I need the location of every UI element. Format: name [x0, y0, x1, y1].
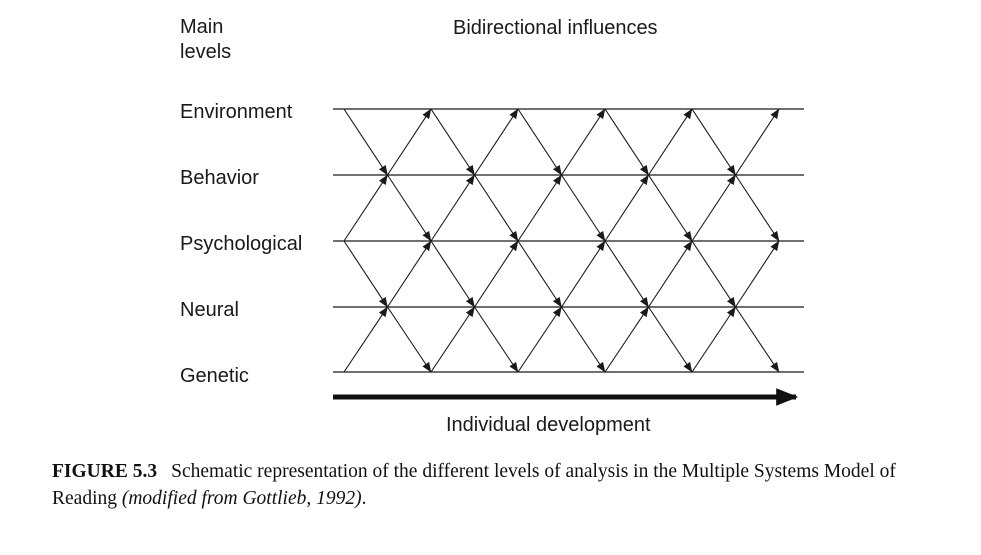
influence-arrow [387, 174, 432, 242]
influence-arrow [735, 174, 780, 242]
figure-number: FIGURE 5.3 [52, 461, 158, 482]
influence-arrow [343, 174, 388, 242]
influence-arrow [430, 174, 475, 242]
influence-arrow [430, 306, 475, 373]
levels-title-line2: levels [180, 41, 232, 63]
influence-arrow [735, 240, 780, 308]
influence-arrow [561, 306, 606, 373]
influence-arrows [343, 108, 780, 373]
level-label-environment: Environment [180, 101, 293, 123]
influence-arrow [735, 306, 780, 373]
influence-arrow [691, 240, 736, 308]
caption-end: . [361, 488, 367, 509]
influence-arrow [691, 108, 736, 176]
influence-arrow [604, 174, 649, 242]
influence-arrow [430, 240, 475, 308]
influence-arrow [561, 108, 606, 176]
influence-arrow [648, 108, 693, 176]
influence-arrow [648, 240, 693, 308]
influence-arrow [430, 108, 475, 176]
level-label-neural: Neural [180, 299, 239, 321]
influence-arrow [604, 306, 649, 373]
influence-arrow [387, 240, 432, 308]
influence-arrow [561, 240, 606, 308]
influence-arrow [474, 306, 519, 373]
level-label-psychological: Psychological [180, 233, 303, 255]
influence-arrow [387, 108, 432, 176]
influence-arrow [517, 240, 562, 308]
influence-arrow [648, 174, 693, 242]
figure-caption: FIGURE 5.3 Schematic representation of th… [52, 458, 952, 512]
caption-reference: (modified from Gottlieb, 1992) [121, 488, 362, 509]
level-lines [333, 108, 804, 373]
influence-arrow [517, 306, 562, 373]
influence-arrow [604, 108, 649, 176]
caption-text: Schematic representation of the differen… [52, 461, 896, 509]
influence-arrow [343, 240, 388, 308]
levels-title-line1: Main [180, 16, 224, 38]
influence-arrow [648, 306, 693, 373]
influence-arrow [517, 108, 562, 176]
influence-arrow [474, 174, 519, 242]
influence-arrow [387, 306, 432, 373]
influence-arrow [604, 240, 649, 308]
influence-arrow [343, 306, 388, 373]
influence-arrow [561, 174, 606, 242]
influences-title: Bidirectional influences [453, 17, 658, 39]
level-label-genetic: Genetic [180, 365, 249, 387]
influence-arrow [517, 174, 562, 242]
individual-development-label: Individual development [446, 414, 651, 436]
influence-arrow [474, 240, 519, 308]
level-label-behavior: Behavior [180, 167, 259, 189]
influence-arrow [343, 108, 388, 176]
influence-arrow [691, 174, 736, 242]
influence-arrow [474, 108, 519, 176]
influence-arrow [735, 108, 780, 176]
influence-arrow [691, 306, 736, 373]
